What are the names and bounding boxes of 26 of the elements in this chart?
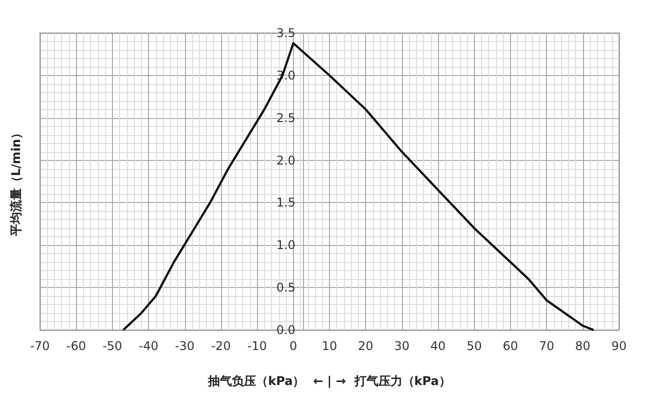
x-tick-label: 0 [289, 339, 298, 353]
x-tick-label: 40 [430, 339, 446, 353]
x-axis-title: 抽气负压（kPa） ← | → 打气压力（kPa） [207, 374, 451, 388]
y-axis-title: 平均流量（L/min） [9, 126, 23, 238]
x-tick-label: 70 [538, 339, 554, 353]
x-tick-label: -50 [102, 339, 122, 353]
y-tick-label: 2.0 [276, 153, 296, 168]
x-tick-label: 30 [394, 339, 410, 353]
x-tick-label: -30 [174, 339, 195, 353]
x-tick-label: -20 [211, 339, 231, 353]
x-tick-label: 80 [575, 339, 590, 353]
x-tick-label: 20 [358, 339, 374, 353]
y-tick-label: 0.0 [276, 323, 296, 337]
x-tick-label: 60 [502, 339, 518, 353]
x-tick-label: 90 [611, 339, 627, 353]
y-tick-label: 3.5 [276, 26, 296, 40]
x-tick-label: -60 [66, 339, 86, 353]
y-tick-label: 1.5 [276, 196, 296, 210]
x-tick-label: 50 [466, 339, 482, 353]
y-tick-label: 1.0 [276, 238, 296, 252]
y-tick-label: 2.5 [276, 110, 296, 125]
y-tick-label: 0.5 [276, 280, 296, 295]
x-tick-label: 10 [322, 339, 338, 353]
x-tick-label: -70 [30, 339, 50, 353]
x-tick-label: -10 [247, 339, 267, 353]
x-tick-label: -40 [138, 339, 158, 353]
